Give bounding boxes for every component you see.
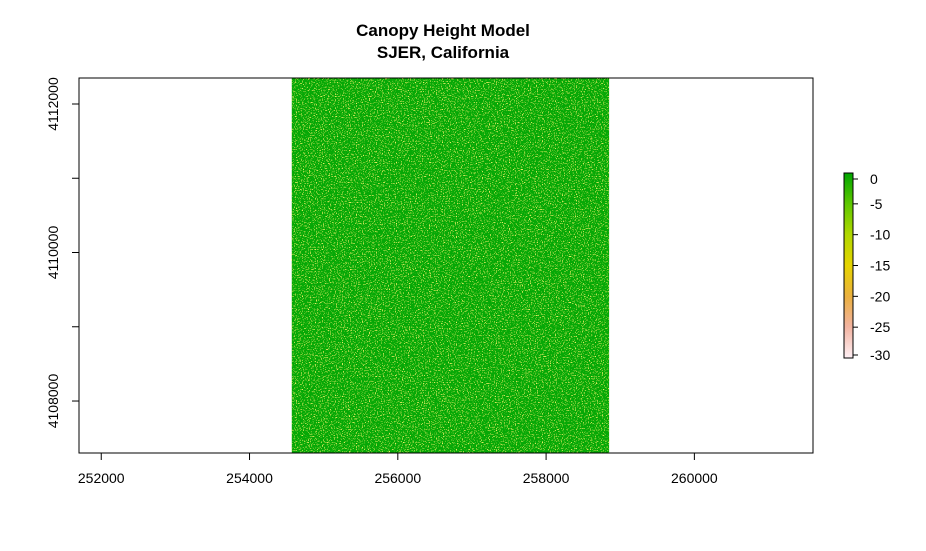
y-tick-label: 4112000 bbox=[45, 77, 61, 131]
legend-ticks: 0 -5 -10 -15 -20 -25 -30 bbox=[853, 171, 890, 363]
legend-tick-label: -15 bbox=[870, 258, 890, 274]
legend: 0 -5 -10 -15 -20 -25 -30 bbox=[843, 171, 890, 363]
legend-tick-label: 0 bbox=[870, 171, 878, 187]
raster-speckle bbox=[291, 78, 610, 453]
x-tick-label: 252000 bbox=[78, 470, 125, 486]
raster-layer bbox=[291, 78, 610, 453]
legend-colorbar bbox=[843, 172, 854, 359]
legend-tick-label: -20 bbox=[870, 288, 890, 304]
chart-subtitle: SJER, California bbox=[377, 43, 510, 62]
legend-tick-label: -5 bbox=[870, 196, 883, 212]
legend-tick-label: -25 bbox=[870, 319, 890, 335]
x-tick-label: 254000 bbox=[226, 470, 273, 486]
x-tick-label: 256000 bbox=[374, 470, 421, 486]
y-tick-label: 4108000 bbox=[45, 374, 61, 429]
y-tick-label: 4110000 bbox=[45, 226, 61, 280]
x-tick-label: 260000 bbox=[671, 470, 718, 486]
x-axis: 252000 254000 256000 258000 260000 bbox=[78, 452, 718, 486]
legend-tick-label: -10 bbox=[870, 227, 890, 243]
x-tick-label: 258000 bbox=[523, 470, 570, 486]
y-axis: 4108000 4110000 4112000 bbox=[45, 77, 80, 429]
chart-title: Canopy Height Model bbox=[356, 21, 530, 40]
legend-tick-label: -30 bbox=[870, 347, 890, 363]
